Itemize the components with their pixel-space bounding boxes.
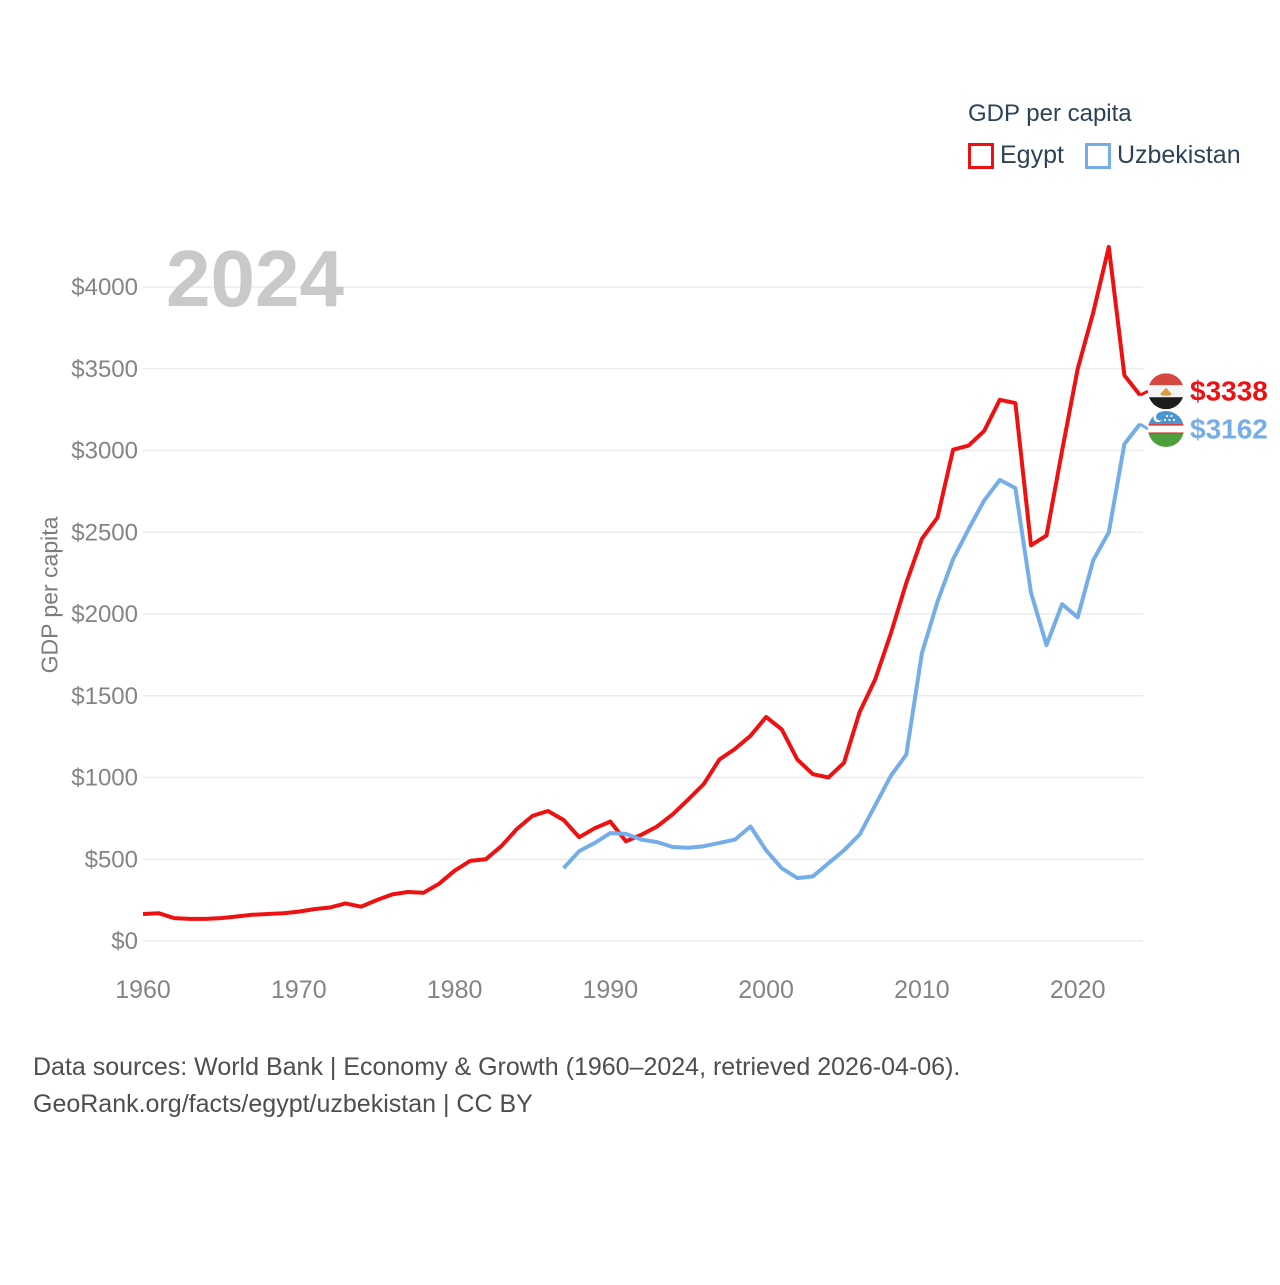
x-tick-label: 2000 [738, 976, 794, 1004]
end-connector [1139, 422, 1149, 431]
egypt-flag-icon [1148, 373, 1184, 410]
footer: Data sources: World Bank | Economy & Gro… [33, 1049, 960, 1123]
end-connector [1139, 389, 1149, 397]
footer-attribution-line: GeoRank.org/facts/egypt/uzbekistan | CC … [33, 1090, 533, 1118]
uzbekistan-end-value-label: $3162 [1190, 414, 1268, 445]
y-tick-label: $1000 [71, 765, 138, 792]
x-tick-label: 1990 [582, 976, 638, 1004]
footer-sources-line: Data sources: World Bank | Economy & Gro… [33, 1053, 961, 1081]
x-tick-label: 2010 [894, 976, 950, 1004]
y-tick-label: $3000 [71, 438, 138, 465]
y-axis-title: GDP per capita [36, 516, 63, 674]
y-tick-label: $1500 [71, 683, 138, 710]
y-tick-label: $0 [111, 928, 138, 955]
egypt-end-value-label: $3338 [1190, 376, 1268, 407]
legend-items: Egypt Uzbekistan [968, 141, 1241, 170]
y-tick-label: $3500 [71, 356, 138, 383]
legend-title: GDP per capita [968, 100, 1132, 127]
egypt-swatch-icon [968, 142, 994, 169]
legend-item-egypt[interactable]: Egypt [968, 141, 1064, 170]
y-tick-label: $500 [85, 846, 138, 873]
egypt-line [142, 244, 1142, 921]
legend: GDP per capita Egypt Uzbekistan [968, 100, 1241, 170]
y-tick-label: $2500 [71, 519, 138, 546]
legend-item-label: Egypt [1000, 141, 1064, 169]
legend-item-label: Uzbekistan [1116, 141, 1241, 169]
x-tick-label: 1960 [115, 976, 171, 1004]
y-tick-label: $4000 [71, 274, 138, 301]
uzbekistan-swatch-icon [1084, 142, 1111, 169]
uzbekistan-line [562, 422, 1142, 881]
x-tick-label: 1970 [271, 976, 327, 1004]
watermark-year: 2024 [166, 234, 344, 323]
y-tick-label: $2000 [71, 601, 138, 628]
uzbekistan-flag-icon [1148, 411, 1184, 448]
legend-item-uzbekistan[interactable]: Uzbekistan [1084, 141, 1241, 170]
x-tick-label: 2020 [1050, 976, 1106, 1004]
x-tick-label: 1980 [427, 976, 483, 1004]
